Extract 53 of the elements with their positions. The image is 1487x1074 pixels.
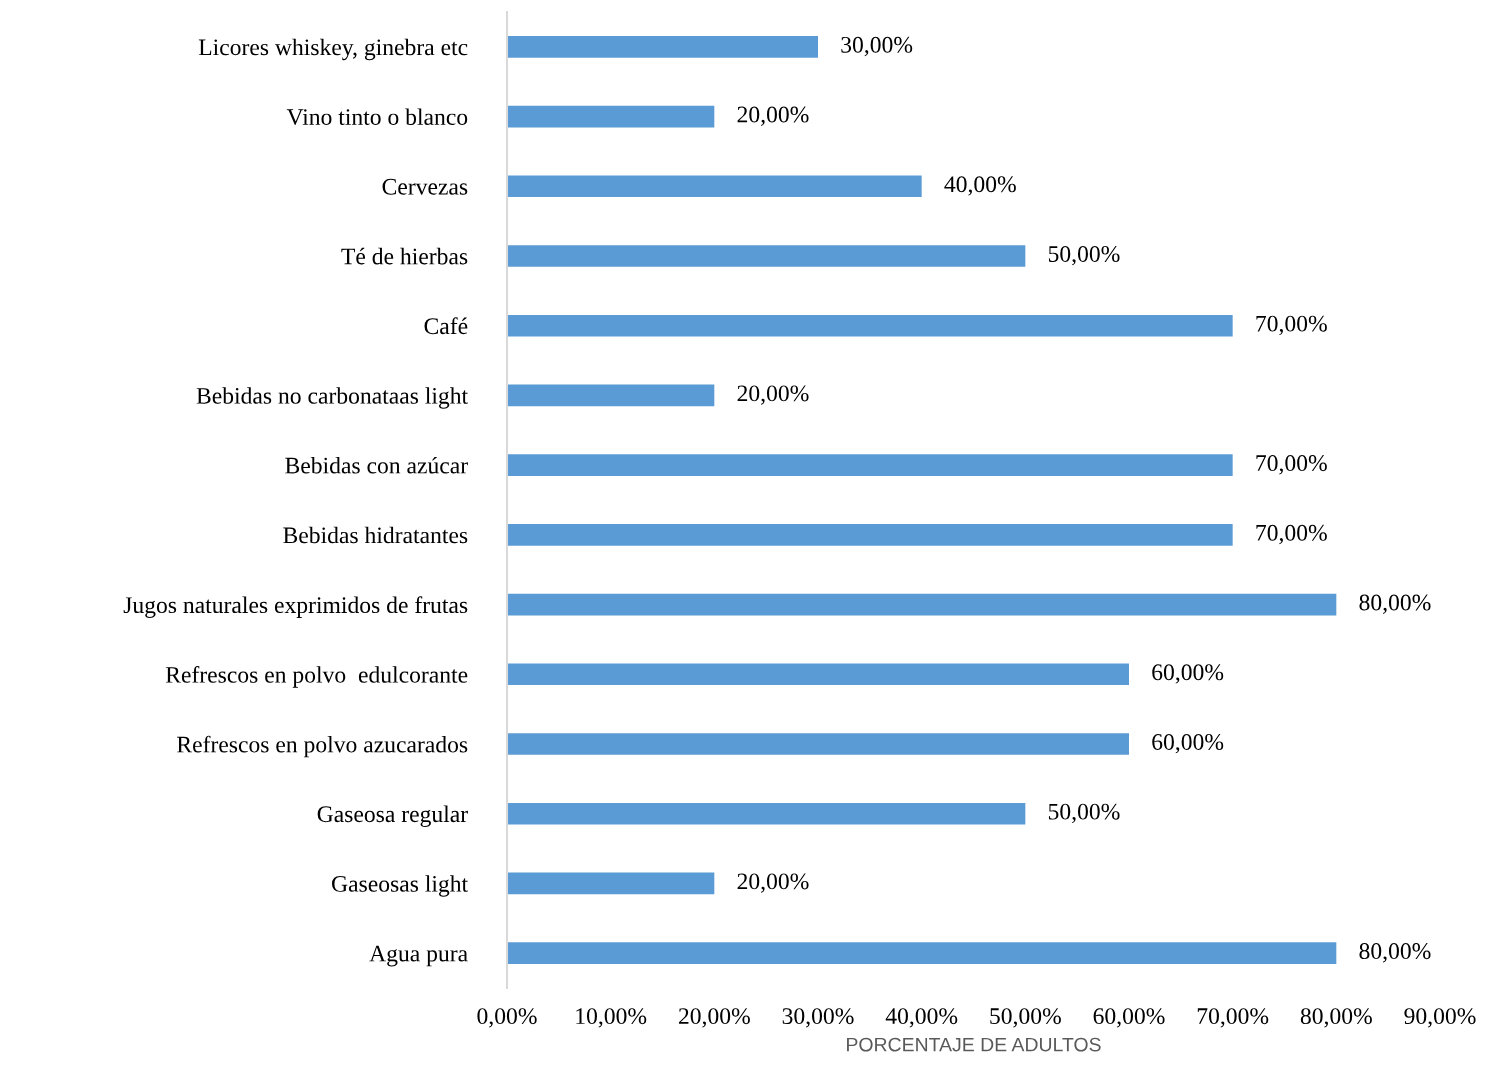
data-label: 40,00% [944,176,1016,196]
y-tick-label: Bebidas con azúcar [285,456,468,474]
data-label: 60,00% [1152,733,1224,754]
y-tick-label: Té de hierbas [341,247,468,265]
data-label: 60,00% [1152,664,1224,684]
x-tick-label: 10,00% [576,1008,647,1028]
bar [507,593,1337,616]
x-tick-label: 40,00% [885,1008,958,1028]
x-tick-label: 30,00% [782,1008,854,1028]
bar [507,245,1026,267]
data-label: 20,00% [737,385,809,405]
y-tick-label: Café [424,317,468,335]
data-label: 80,00% [1359,594,1431,614]
x-axis-title: PORCENTAJE DE ADULTOS [847,1037,1101,1052]
y-tick-label: Jugos naturales exprimidos de frutas [123,596,468,618]
bar [507,524,1233,546]
x-tick-label: 70,00% [1197,1008,1269,1028]
bar [507,942,1337,964]
bar [507,36,818,58]
y-tick-label: Gaseosa regular [317,805,468,827]
x-tick-label: 20,00% [678,1008,750,1028]
x-tick-label: 60,00% [1093,1008,1165,1028]
data-label: 50,00% [1048,245,1120,266]
bar [507,802,1026,825]
bar [507,733,1129,755]
y-tick-label: Bebidas hidratantes [283,526,468,544]
data-label: 20,00% [737,106,809,126]
y-tick-label: Cervezas [382,178,468,195]
data-label: 70,00% [1256,315,1327,336]
y-tick-label: Bebidas no carbonataas light [196,387,468,409]
bar [507,175,922,198]
bar [507,314,1233,337]
bar [507,663,1129,686]
y-tick-label: Refrescos en polvo edulcorante [165,665,468,688]
data-label: 50,00% [1048,803,1120,824]
x-tick-label: 50,00% [990,1008,1061,1028]
data-label: 70,00% [1256,455,1327,475]
y-tick-label: Refrescos en polvo azucarados [177,735,468,758]
data-label: 30,00% [841,36,913,57]
x-tick-label: 80,00% [1300,1008,1372,1028]
bar [507,384,715,407]
bar [507,872,715,895]
data-label: 80,00% [1359,943,1431,963]
y-tick-label: Agua pura [369,945,468,967]
bar [507,105,715,128]
y-tick-label: Vino tinto o blanco [286,108,468,126]
data-label: 20,00% [737,873,809,893]
x-tick-label: 0,00% [477,1008,537,1028]
bar [507,454,1233,476]
y-tick-label: Gaseosas light [332,875,468,897]
x-tick-label: 90,00% [1404,1008,1476,1028]
y-tick-label: Licores whiskey, ginebra etc [198,38,468,61]
data-label: 70,00% [1256,524,1327,545]
